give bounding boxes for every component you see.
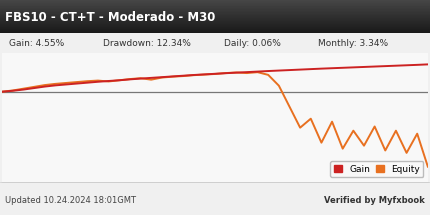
- Text: Gain: 4.55%: Gain: 4.55%: [9, 38, 64, 48]
- Text: Verified by Myfxbook: Verified by Myfxbook: [324, 195, 425, 204]
- Text: Daily: 0.06%: Daily: 0.06%: [224, 38, 280, 48]
- Text: FBS10 - CT+T - Moderado - M30: FBS10 - CT+T - Moderado - M30: [5, 11, 215, 24]
- Text: Monthly: 3.34%: Monthly: 3.34%: [318, 38, 388, 48]
- Text: Drawdown: 12.34%: Drawdown: 12.34%: [103, 38, 191, 48]
- Legend: Gain, Equity: Gain, Equity: [330, 161, 424, 177]
- Text: Updated 10.24.2024 18:01GMT: Updated 10.24.2024 18:01GMT: [5, 195, 136, 204]
